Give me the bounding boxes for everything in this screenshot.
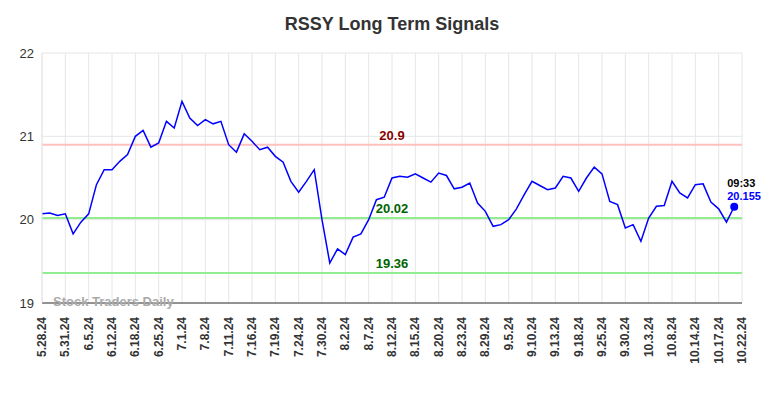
svg-text:10.17.24: 10.17.24	[712, 317, 726, 364]
svg-text:9.10.24: 9.10.24	[525, 317, 539, 357]
svg-text:20.02: 20.02	[376, 201, 409, 216]
svg-text:6.25.24: 6.25.24	[152, 317, 166, 357]
svg-text:7.24.24: 7.24.24	[292, 317, 306, 357]
svg-text:7.30.24: 7.30.24	[315, 317, 329, 357]
svg-text:7.1.24: 7.1.24	[175, 317, 189, 351]
svg-text:7.11.24: 7.11.24	[222, 317, 236, 357]
svg-text:9.25.24: 9.25.24	[595, 317, 609, 357]
svg-text:5.28.24: 5.28.24	[35, 317, 49, 357]
svg-text:8.15.24: 8.15.24	[408, 317, 422, 357]
svg-text:6.18.24: 6.18.24	[128, 317, 142, 357]
svg-text:7.19.24: 7.19.24	[268, 317, 282, 357]
svg-text:10.3.24: 10.3.24	[642, 317, 656, 357]
svg-text:20: 20	[20, 212, 34, 227]
svg-text:9.5.24: 9.5.24	[502, 317, 516, 351]
svg-text:10.8.24: 10.8.24	[665, 317, 679, 357]
svg-text:6.12.24: 6.12.24	[105, 317, 119, 357]
svg-text:8.2.24: 8.2.24	[338, 317, 352, 351]
svg-text:7.16.24: 7.16.24	[245, 317, 259, 357]
svg-text:09:33: 09:33	[727, 177, 755, 189]
svg-text:9.13.24: 9.13.24	[548, 317, 562, 357]
svg-text:21: 21	[20, 129, 34, 144]
svg-text:19.36: 19.36	[376, 256, 409, 271]
svg-text:7.8.24: 7.8.24	[198, 317, 212, 351]
svg-text:8.29.24: 8.29.24	[478, 317, 492, 357]
svg-text:10.22.24: 10.22.24	[735, 317, 749, 364]
svg-text:20.9: 20.9	[379, 128, 404, 143]
svg-text:19: 19	[20, 296, 34, 311]
svg-text:5.31.24: 5.31.24	[58, 317, 72, 357]
svg-text:8.20.24: 8.20.24	[432, 317, 446, 357]
svg-text:9.18.24: 9.18.24	[572, 317, 586, 357]
svg-text:8.12.24: 8.12.24	[385, 317, 399, 357]
html-text:RSSY Long Term Signals: RSSY Long Term Signals	[284, 14, 500, 34]
html-text:Stock Traders Daily: Stock Traders Daily	[53, 294, 174, 309]
svg-text:9.30.24: 9.30.24	[618, 317, 632, 357]
svg-text:10.14.24: 10.14.24	[688, 317, 702, 364]
svg-text:8.7.24: 8.7.24	[362, 317, 376, 351]
svg-text:22: 22	[20, 46, 34, 61]
svg-text:6.5.24: 6.5.24	[82, 317, 96, 351]
svg-text:20.155: 20.155	[727, 190, 761, 202]
svg-text:8.23.24: 8.23.24	[455, 317, 469, 357]
